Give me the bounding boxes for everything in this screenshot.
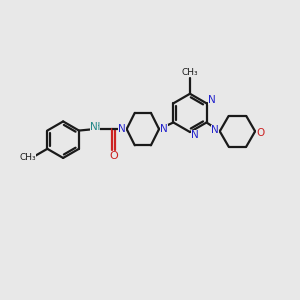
Text: H: H xyxy=(93,122,100,132)
Text: O: O xyxy=(256,128,264,138)
Text: N: N xyxy=(191,130,199,140)
Text: CH₃: CH₃ xyxy=(182,68,198,77)
Text: CH₃: CH₃ xyxy=(20,153,36,162)
Text: N: N xyxy=(118,124,126,134)
Text: N: N xyxy=(208,95,215,105)
Text: N: N xyxy=(160,124,168,134)
Text: O: O xyxy=(109,151,118,160)
Text: N: N xyxy=(90,122,98,132)
Text: N: N xyxy=(211,125,219,135)
